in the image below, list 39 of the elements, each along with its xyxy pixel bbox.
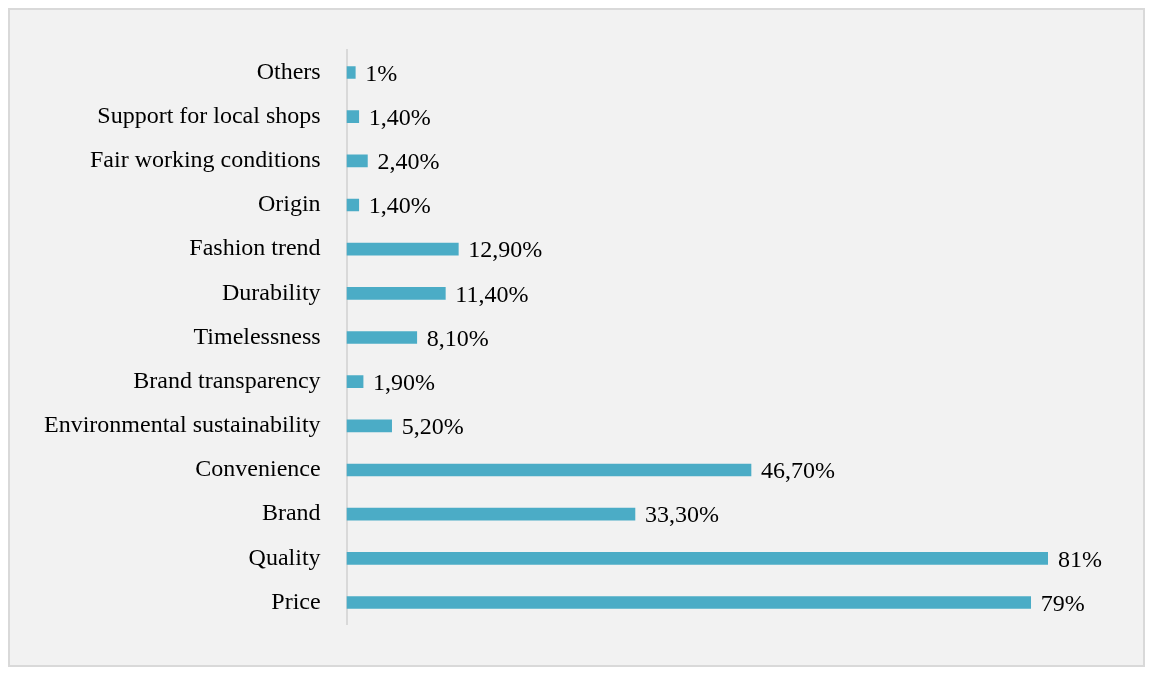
y-tick-label: Timelessness	[193, 322, 321, 349]
data-label: 46,70%	[761, 457, 835, 484]
data-label: 1,90%	[373, 368, 436, 395]
data-label: 12,90%	[468, 236, 543, 263]
bar	[346, 242, 459, 256]
y-tick-label: Price	[271, 587, 321, 614]
bar	[346, 198, 360, 212]
y-tick-label: Convenience	[195, 455, 321, 482]
bar	[346, 66, 356, 79]
bar	[346, 552, 1048, 565]
bar	[346, 331, 418, 344]
y-tick-label: Quality	[248, 543, 321, 570]
y-tick-label: Brand	[261, 499, 321, 526]
bar	[346, 419, 392, 433]
y-tick-label: Support for local shops	[97, 101, 321, 128]
y-tick-label: Durability	[221, 278, 321, 305]
data-label: 2,40%	[377, 148, 440, 175]
data-label: 79%	[1040, 589, 1085, 616]
data-label: 33,30%	[644, 501, 719, 528]
data-label: 11,40%	[455, 280, 529, 307]
data-label: 1,40%	[368, 103, 431, 130]
data-label: 1%	[365, 59, 398, 86]
y-tick-label: Environmental sustainability	[44, 411, 321, 438]
data-label: 5,20%	[401, 413, 464, 440]
data-label: 81%	[1058, 545, 1102, 572]
data-label: 1,40%	[368, 192, 431, 219]
bar	[346, 287, 446, 300]
bar	[346, 154, 368, 168]
data-label: 8,10%	[426, 324, 489, 351]
y-tick-label: Others	[256, 57, 321, 84]
y-tick-label: Origin	[257, 190, 321, 217]
bar	[346, 375, 364, 388]
y-tick-label: Brand transparency	[133, 366, 321, 393]
bar	[346, 463, 752, 477]
y-tick-label: Fashion trend	[189, 234, 321, 261]
bar	[346, 110, 360, 123]
bar	[346, 507, 636, 521]
bar	[346, 596, 1032, 609]
y-tick-label: Fair working conditions	[89, 146, 321, 173]
